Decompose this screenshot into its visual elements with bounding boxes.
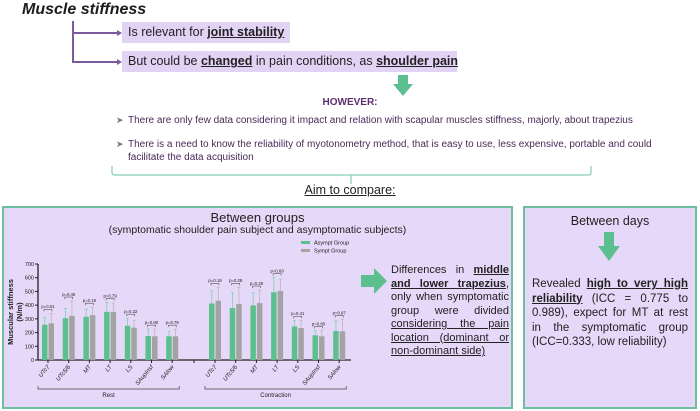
bar: [104, 311, 110, 360]
bar: [152, 336, 158, 360]
p-value-label: p=0.32: [124, 309, 138, 314]
x-tick-label: LT: [105, 363, 115, 373]
however-label: HOWEVER:: [322, 97, 378, 108]
aim-heading: Aim to compare:: [304, 183, 396, 197]
x-tick-label: SAlow: [160, 364, 176, 381]
bar: [209, 303, 215, 360]
bar: [48, 323, 54, 360]
p-value-label: p=0.68: [270, 269, 284, 274]
bar: [145, 336, 151, 360]
x-tick-label: LS: [125, 364, 134, 373]
bar: [62, 318, 69, 360]
bar: [229, 308, 236, 360]
bar: [69, 315, 75, 360]
down-arrow-icon: [393, 75, 413, 96]
x-tick-label: UTc5/6: [56, 364, 73, 383]
x-tick-label: SAlow: [327, 364, 343, 381]
bar: [124, 325, 131, 360]
legend-label: Sympt Group: [314, 249, 346, 255]
bar: [319, 336, 325, 360]
y-tick-label: 200: [25, 331, 34, 337]
connector-line: [72, 21, 74, 63]
y-tick-label: 600: [25, 276, 34, 282]
bullet-item: ➤ There is a need to know the reliabilit…: [116, 139, 652, 163]
y-tick-label: 700: [25, 262, 34, 268]
point-shoulder-pain: But could be changed in pain conditions,…: [122, 51, 458, 72]
bar: [215, 300, 221, 360]
x-tick-label: UTc5/6: [223, 364, 240, 383]
group-label: Contraction: [260, 393, 291, 399]
page-title: Muscle stiffness: [22, 1, 147, 18]
bar: [166, 336, 172, 360]
bar: [339, 331, 346, 360]
y-tick-label: 500: [25, 289, 34, 295]
brace-connector: [111, 166, 592, 184]
p-value-label: p=0.28: [250, 281, 264, 286]
bar: [333, 331, 339, 360]
p-value-label: p=0.19: [83, 298, 97, 303]
bar: [42, 324, 48, 360]
between-days-finding: Revealed high to very high reliability (…: [532, 278, 688, 348]
bullet-arrow-icon: ➤: [116, 115, 124, 125]
between-days-title: Between days: [570, 214, 650, 228]
legend-label: Asympt Group: [314, 241, 349, 247]
x-tick-label: UTc7: [38, 364, 52, 379]
x-tick-label: SAupInsf: [302, 363, 323, 387]
between-groups-title: Between groups: [210, 210, 305, 225]
down-arrow-icon: [598, 232, 620, 261]
between-groups-subtitle: (symptomatic shoulder pain subject and a…: [108, 224, 407, 236]
p-value-label: p=0.87: [333, 310, 347, 315]
bar: [83, 316, 89, 360]
connector-arrow-2: [72, 59, 122, 64]
group-label: Rest: [102, 393, 115, 399]
bar: [256, 303, 263, 360]
muscular-stiffness-chart: 0 100 200 300 400 500 600 700 Muscular stiffness…: [6, 241, 351, 399]
bar: [236, 304, 242, 360]
bar: [312, 335, 318, 360]
bar: [172, 336, 179, 360]
point-joint-stability: Is relevant for joint stability: [122, 22, 291, 43]
p-value-label: p=0.41: [291, 311, 305, 316]
p-value-label: p=0.79: [103, 293, 117, 298]
y-tick-label: 300: [25, 317, 34, 323]
x-tick-label: UTc7: [205, 364, 219, 379]
p-value-label: p=0.46: [62, 292, 76, 297]
x-tick-label: SAupInsf: [135, 363, 156, 387]
y-tick-label: 400: [25, 303, 34, 309]
legend-swatch: [301, 249, 310, 252]
bullet-arrow-icon: ➤: [116, 139, 124, 149]
bar: [110, 311, 117, 360]
x-tick-label: LT: [272, 363, 282, 373]
y-tick-label: 100: [25, 344, 34, 350]
x-tick-label: MT: [83, 363, 94, 375]
bar: [131, 327, 137, 360]
legend-swatch: [301, 241, 310, 244]
bar: [271, 292, 277, 360]
y-tick-label: 0: [31, 358, 34, 364]
connector-arrow-1: [72, 30, 122, 35]
y-axis-label: Muscular stiffness: [6, 279, 15, 345]
right-arrow-icon: [361, 268, 387, 294]
y-axis-unit: (N/m): [15, 302, 24, 322]
bar: [291, 326, 298, 360]
between-groups-finding: Differences in middle and lower trapeziu…: [391, 264, 509, 357]
bullet-item: ➤ There are only few data considering it…: [116, 115, 633, 126]
p-value-label: p=0.80: [145, 320, 159, 325]
p-value-label: p=0.51: [41, 304, 55, 309]
x-tick-label: LS: [292, 364, 301, 373]
x-tick-label: MT: [250, 363, 261, 375]
bar: [277, 290, 284, 360]
p-value-label: p=0.78: [166, 320, 180, 325]
p-value-label: p=0.80: [312, 321, 326, 326]
bar: [250, 305, 256, 360]
p-value-label: p=0.28: [229, 278, 243, 283]
bar: [89, 315, 96, 360]
bar: [298, 328, 304, 360]
p-value-label: p=0.19: [208, 278, 222, 283]
